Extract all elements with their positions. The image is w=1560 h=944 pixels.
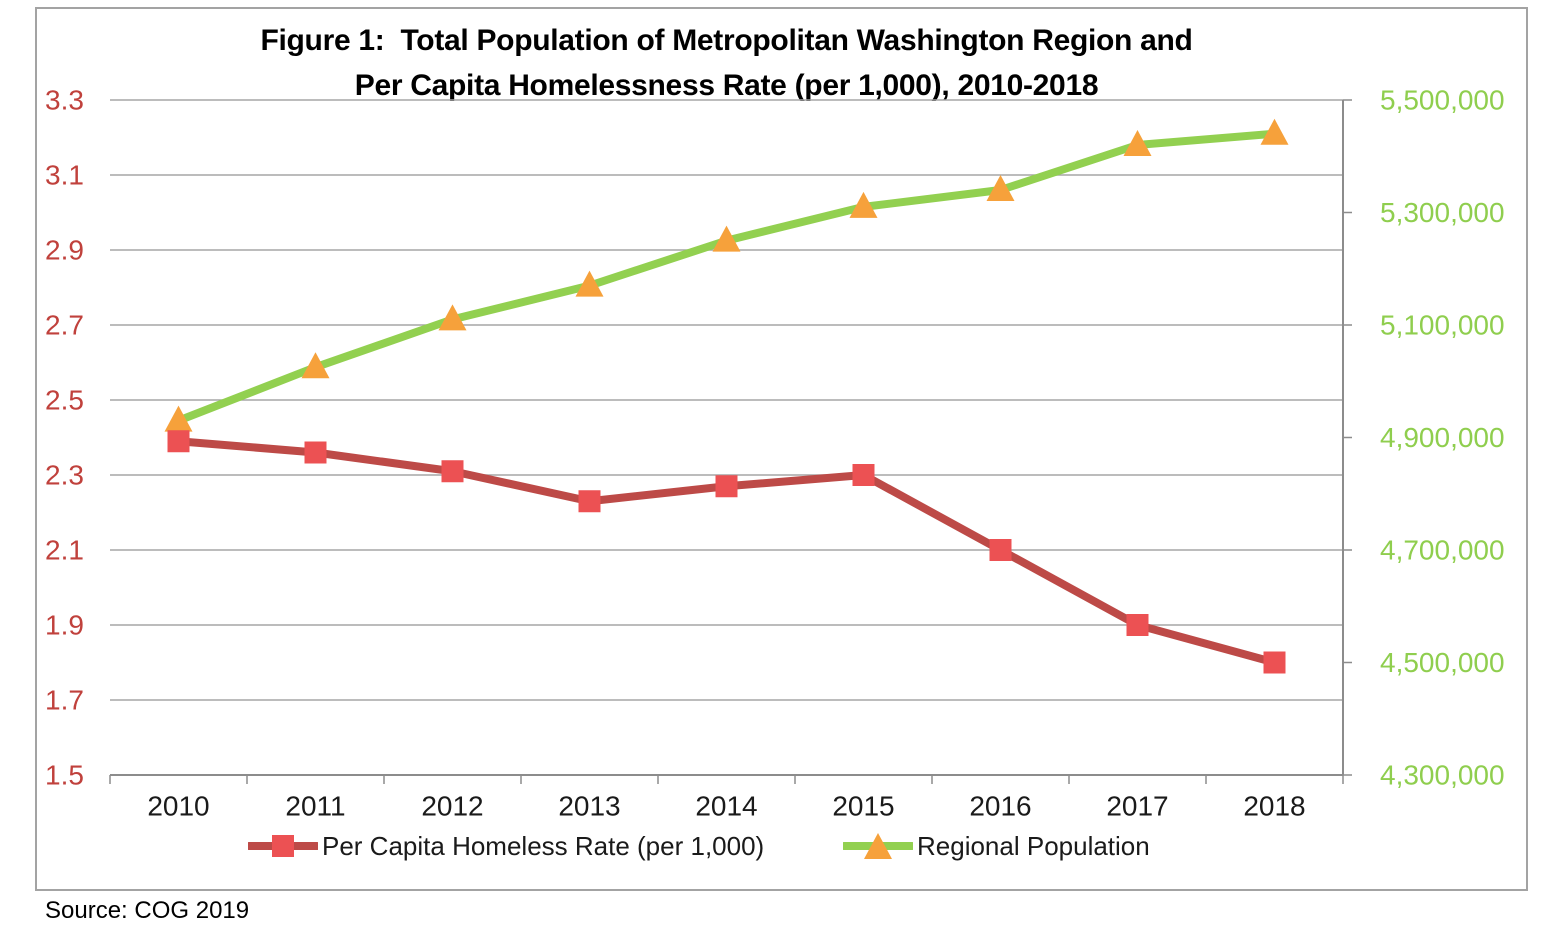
left-axis-tick-label: 2.9 <box>45 235 84 266</box>
x-axis-tick-label: 2017 <box>1106 791 1168 822</box>
x-axis-tick-label: 2013 <box>558 791 620 822</box>
per-capita-homeless-rate-per-1-000-point-2016 <box>989 539 1012 561</box>
left-axis-tick-label: 1.5 <box>45 760 84 791</box>
regional-population-point-2015 <box>849 191 878 218</box>
regional-population-point-2013 <box>575 270 604 297</box>
per-capita-homeless-rate-per-1-000-point-2011 <box>304 441 327 464</box>
regional-population-point-2010 <box>164 405 193 432</box>
left-axis-tick-label: 1.7 <box>45 685 84 716</box>
x-axis-tick-label: 2016 <box>969 791 1031 822</box>
chart-title-line-1: Figure 1: Total Population of Metropolit… <box>260 24 1193 57</box>
left-axis-tick-label: 2.3 <box>45 460 84 491</box>
legend-marker-homeless-rate-icon <box>248 835 318 857</box>
regional-population-line <box>174 129 1279 425</box>
regional-population-point-2017 <box>1123 130 1152 156</box>
per-capita-homeless-rate-per-1-000-point-2010 <box>167 430 190 453</box>
per-capita-homeless-rate-per-1-000-point-2013 <box>578 490 601 513</box>
per-capita-homeless-rate-per-1-000-point-2018 <box>1263 651 1286 674</box>
right-axis-tick-label: 4,500,000 <box>1380 647 1505 678</box>
legend-marker-regional-population-icon <box>843 833 913 859</box>
regional-population-point-2012 <box>438 304 467 331</box>
x-axis-tick-label: 2018 <box>1243 791 1305 822</box>
left-axis-tick-label: 1.9 <box>45 610 84 641</box>
x-axis-tick-label: 2011 <box>285 791 345 822</box>
right-axis-tick-label: 5,300,000 <box>1380 197 1505 228</box>
left-axis-tick-label: 3.3 <box>45 85 84 116</box>
right-axis-tick-label: 4,300,000 <box>1380 760 1505 791</box>
x-axis-tick-label: 2012 <box>421 791 483 822</box>
source-note: Source: COG 2019 <box>45 897 250 924</box>
regional-population-point-2014 <box>712 225 741 252</box>
legend-item-regional-population: Regional Population <box>843 829 1150 863</box>
left-axis-tick-label: 2.5 <box>45 385 84 416</box>
regional-population-point-2016 <box>986 175 1015 201</box>
x-axis-tick-label: 2015 <box>832 791 894 822</box>
left-axis-tick-label: 3.1 <box>45 160 84 191</box>
left-axis-tick-label: 2.7 <box>45 310 84 341</box>
legend-item-homeless-rate: Per Capita Homeless Rate (per 1,000) <box>248 829 764 863</box>
per-capita-homeless-rate-per-1-000-point-2014 <box>715 475 738 498</box>
right-axis-tick-label: 5,500,000 <box>1380 85 1505 116</box>
per-capita-homeless-rate-per-1-000-point-2012 <box>441 460 464 483</box>
right-axis-tick-label: 5,100,000 <box>1380 310 1505 341</box>
legend-label-homeless-rate: Per Capita Homeless Rate (per 1,000) <box>322 830 765 861</box>
right-axis-tick-label: 4,700,000 <box>1380 535 1505 566</box>
x-axis-tick-label: 2014 <box>695 791 757 822</box>
regional-population-point-2011 <box>301 352 330 379</box>
per-capita-homeless-rate-per-1-000-point-2015 <box>852 464 875 486</box>
per-capita-homeless-rate-per-1-000-point-2017 <box>1126 614 1149 636</box>
left-axis-tick-label: 2.1 <box>45 535 84 566</box>
legend-label-regional-population: Regional Population <box>917 830 1150 861</box>
regional-population-point-2018 <box>1260 118 1289 145</box>
x-axis-tick-label: 2010 <box>147 791 209 822</box>
chart-title: Figure 1: Total Population of Metropolit… <box>110 18 1343 108</box>
chart-title-line-2: Per Capita Homelessness Rate (per 1,000)… <box>354 69 1099 102</box>
right-axis-tick-label: 4,900,000 <box>1380 422 1505 453</box>
